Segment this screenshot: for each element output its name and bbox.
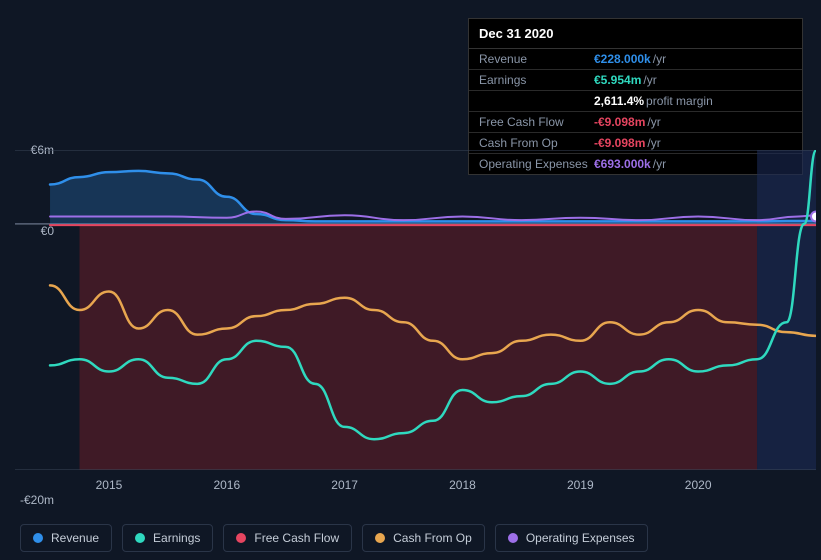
- x-tick-label: 2017: [331, 478, 358, 492]
- end-marker: [811, 211, 816, 221]
- legend-item-earnings[interactable]: Earnings: [122, 524, 213, 552]
- tooltip-row-value: €5.954m: [594, 73, 641, 87]
- legend-label: Revenue: [51, 531, 99, 545]
- x-tick-label: 2019: [567, 478, 594, 492]
- tooltip-row-value: -€9.098m: [594, 136, 645, 150]
- tooltip-row: Earnings€5.954m /yr: [469, 70, 802, 91]
- tooltip-row: Free Cash Flow-€9.098m /yr: [469, 112, 802, 133]
- negative-band: [80, 224, 758, 470]
- x-tick-label: 2018: [449, 478, 476, 492]
- legend-item-operating-expenses[interactable]: Operating Expenses: [495, 524, 648, 552]
- legend-label: Operating Expenses: [526, 531, 635, 545]
- legend-swatch: [236, 533, 246, 543]
- tooltip-row-value: -€9.098m: [594, 115, 645, 129]
- tooltip-row-suffix: /yr: [653, 52, 666, 66]
- x-tick-label: 2020: [685, 478, 712, 492]
- legend-swatch: [135, 533, 145, 543]
- tooltip-row-value: 2,611.4%: [594, 94, 644, 108]
- legend-item-free-cash-flow[interactable]: Free Cash Flow: [223, 524, 352, 552]
- tooltip-row: 2,611.4% profit margin: [469, 91, 802, 112]
- legend-label: Free Cash Flow: [254, 531, 339, 545]
- tooltip-row: Revenue€228.000k /yr: [469, 49, 802, 70]
- legend-item-revenue[interactable]: Revenue: [20, 524, 112, 552]
- legend-label: Earnings: [153, 531, 200, 545]
- tooltip-date: Dec 31 2020: [469, 19, 802, 49]
- tooltip-row-label: Free Cash Flow: [479, 115, 594, 129]
- legend-label: Cash From Op: [393, 531, 472, 545]
- tooltip-row-value: €228.000k: [594, 52, 651, 66]
- tooltip-row-suffix: /yr: [647, 115, 660, 129]
- x-tick-label: 2015: [96, 478, 123, 492]
- future-band: [757, 150, 816, 470]
- tooltip-row-label: Revenue: [479, 52, 594, 66]
- x-tick-label: 2016: [213, 478, 240, 492]
- tooltip-row-suffix: /yr: [643, 73, 656, 87]
- tooltip-row-label: Earnings: [479, 73, 594, 87]
- tooltip-row-suffix: profit margin: [646, 94, 713, 108]
- legend-swatch: [375, 533, 385, 543]
- legend-swatch: [508, 533, 518, 543]
- financial-chart[interactable]: €6m€0-€20m 201520162017201820192020: [15, 150, 816, 500]
- plot-area: [15, 150, 816, 470]
- tooltip-row-suffix: /yr: [647, 136, 660, 150]
- legend-item-cash-from-op[interactable]: Cash From Op: [362, 524, 485, 552]
- legend-swatch: [33, 533, 43, 543]
- tooltip-row-label: Cash From Op: [479, 136, 594, 150]
- x-axis-labels: 2015 2016 2017 2018 2019 2020: [15, 478, 816, 498]
- chart-legend: Revenue Earnings Free Cash Flow Cash From O…: [20, 524, 811, 552]
